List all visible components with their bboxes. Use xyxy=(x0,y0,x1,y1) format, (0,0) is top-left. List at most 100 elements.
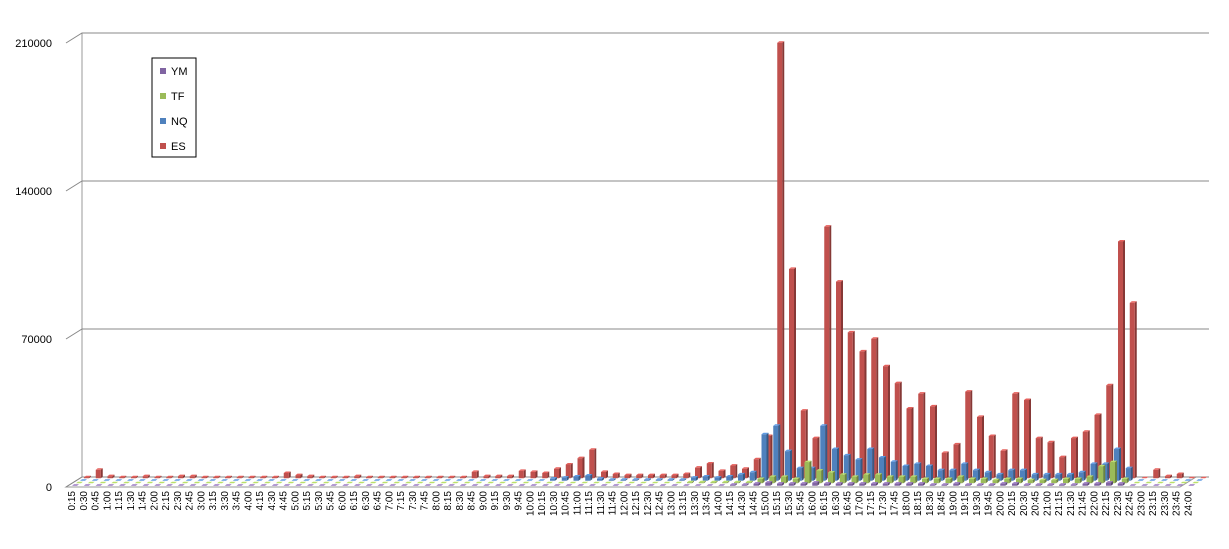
bar xyxy=(577,458,583,479)
bar xyxy=(863,474,869,484)
bar-top xyxy=(581,481,589,484)
x-tick-label: 16:30 xyxy=(831,491,842,516)
x-tick-label: 14:15 xyxy=(725,491,736,516)
bar-top xyxy=(1012,392,1020,394)
x-tick-label: 19:00 xyxy=(948,491,959,516)
bar-side xyxy=(1099,482,1102,486)
bar-side xyxy=(1005,449,1008,479)
bar-top xyxy=(553,484,561,486)
bar xyxy=(953,483,959,486)
bar-side xyxy=(978,468,980,481)
bar-side xyxy=(206,475,209,479)
bar xyxy=(495,476,501,479)
bar xyxy=(745,482,751,484)
bar-top xyxy=(538,479,546,481)
bar xyxy=(828,472,833,484)
bar xyxy=(667,479,673,481)
bar xyxy=(788,483,794,486)
x-tick-label: 15:15 xyxy=(772,491,783,516)
bar-top xyxy=(330,484,338,486)
x-tick-label: 6:15 xyxy=(349,491,360,511)
bar-side xyxy=(923,392,926,479)
bar xyxy=(597,478,602,481)
bar-top xyxy=(859,482,867,484)
bar xyxy=(612,474,618,479)
x-tick-label: 22:15 xyxy=(1101,491,1112,516)
bar xyxy=(882,483,888,486)
bar xyxy=(354,476,360,479)
bar-side xyxy=(887,482,890,486)
bar xyxy=(859,483,865,486)
bar-side xyxy=(915,475,918,484)
x-tick-label: 4:15 xyxy=(255,491,266,511)
bar-top xyxy=(142,474,150,477)
bar-side xyxy=(183,474,185,479)
bar-side xyxy=(1076,436,1078,479)
bar-top xyxy=(80,479,87,481)
bar-top xyxy=(358,481,365,484)
bar xyxy=(898,476,904,484)
bar xyxy=(1129,302,1135,479)
bar-side xyxy=(1103,464,1106,484)
bar-top xyxy=(953,442,961,445)
bar-top xyxy=(510,481,518,484)
bar-top xyxy=(506,484,514,486)
bar-top xyxy=(1059,483,1066,485)
bar-side xyxy=(171,475,174,479)
x-tick-label: 19:30 xyxy=(972,491,983,516)
bar-top xyxy=(1172,479,1180,481)
bar-top xyxy=(765,481,773,483)
bar-top xyxy=(467,479,475,481)
bar xyxy=(589,449,595,479)
x-tick-label: 0:15 xyxy=(67,491,78,511)
bar-top xyxy=(745,480,753,483)
bar-side xyxy=(1009,477,1012,484)
bar-top xyxy=(632,478,640,480)
bar-top xyxy=(1145,481,1153,484)
bar xyxy=(965,391,971,479)
bar-top xyxy=(554,467,561,469)
bar-side xyxy=(1021,477,1023,484)
bar xyxy=(918,483,923,486)
x-tick-label: 11:15 xyxy=(584,491,595,516)
bar-top xyxy=(448,475,456,478)
bar xyxy=(769,476,775,484)
bar-side xyxy=(735,464,738,479)
bar-top xyxy=(636,484,643,486)
x-tick-label: 8:15 xyxy=(443,491,454,511)
bar xyxy=(886,476,892,484)
bar-side xyxy=(1075,483,1078,486)
bar xyxy=(1090,463,1096,481)
bar-top xyxy=(667,478,675,480)
bar-side xyxy=(958,482,961,486)
bar-side xyxy=(429,475,432,479)
bar-top xyxy=(444,479,452,481)
bar-side xyxy=(840,482,843,486)
bar-top xyxy=(362,479,369,481)
bar xyxy=(1012,483,1017,486)
bar-side xyxy=(786,475,788,484)
bar xyxy=(295,475,301,479)
bar-top xyxy=(871,482,878,484)
bar-side xyxy=(371,475,373,479)
bar-side xyxy=(1001,472,1004,481)
bar-top xyxy=(401,475,409,478)
x-tick-label: 22:45 xyxy=(1125,491,1136,516)
bar-top xyxy=(777,41,785,43)
bar xyxy=(726,476,732,481)
bar-top xyxy=(322,481,330,484)
bar-top xyxy=(867,447,875,450)
bar xyxy=(154,477,160,479)
bar-top xyxy=(1149,479,1157,481)
bar-top xyxy=(640,481,647,484)
bar-top xyxy=(722,480,730,483)
bar-top xyxy=(894,381,902,384)
bar xyxy=(542,472,548,479)
legend-swatch xyxy=(160,93,166,99)
bar xyxy=(773,425,779,481)
bar-top xyxy=(248,475,256,478)
bar-top xyxy=(937,468,945,471)
bar-top xyxy=(272,475,279,478)
bar-top xyxy=(268,479,275,481)
bar xyxy=(800,483,806,486)
